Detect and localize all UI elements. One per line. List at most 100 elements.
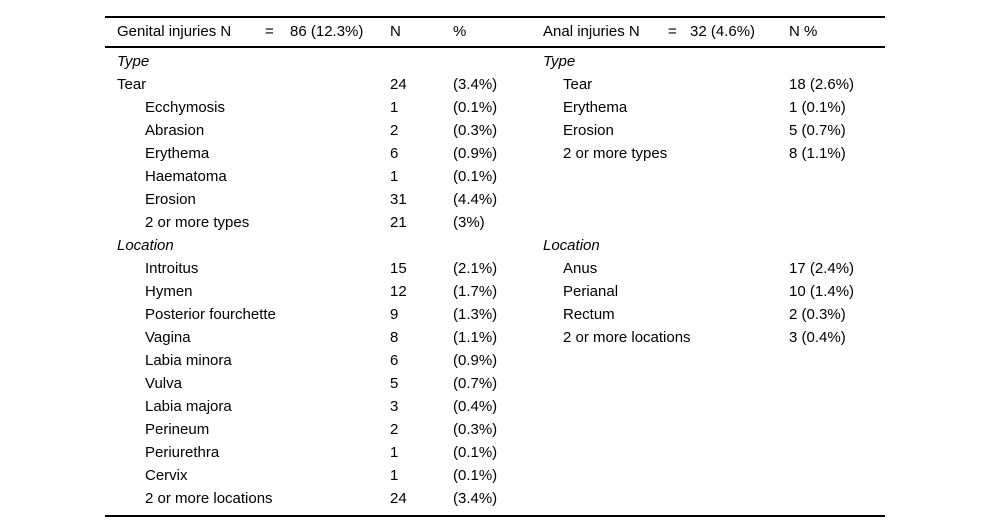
left-row-pct: (0.1%) [453,99,498,116]
left-row-pct [448,234,543,257]
right-header-cell: Anal injuries N = 32 (4.6%) [543,18,789,46]
left-row-n [388,50,448,73]
right-row-npct [789,50,885,73]
left-row-pct: (4.4%) [453,191,498,208]
left-row-pct: (2.1%) [453,260,498,277]
left-row-label: 2 or more locations [145,490,273,507]
left-row-n: 15 [390,260,407,277]
table-row: Cervix 1 (0.1%) [105,464,885,487]
left-row-n: 24 [390,490,407,507]
left-row-pct [448,50,543,73]
table-row: 2 or more types 21 (3%) [105,211,885,234]
table-row: Tear 24 (3.4%) Tear 18 (2.6%) [105,73,885,96]
left-row-label: Tear [117,76,147,93]
left-row-n: 1 [390,444,399,461]
right-row-npct [789,418,885,441]
right-row-label [543,464,789,487]
table-row: Abrasion 2 (0.3%) Erosion 5 (0.7%) [105,119,885,142]
left-row-label: Erosion [145,191,196,208]
left-row-n: 1 [390,168,399,185]
right-row-npct: 3 (0.4%) [789,329,846,346]
table-header-row: Genital injuries N = 86 (12.3%) N % Anal… [105,16,885,48]
right-row-label: Perianal [563,283,619,300]
left-row-label: Periurethra [145,444,220,461]
table-row: Hymen 12 (1.7%) Perianal 10 (1.4%) [105,280,885,303]
left-row-label: Ecchymosis [145,99,226,116]
table-row: Haematoma 1 (0.1%) [105,165,885,188]
right-row-label: Tear [563,76,593,93]
table-row: Vagina 8 (1.1%) 2 or more locations 3 (0.4%) [105,326,885,349]
right-row-npct: 10 (1.4%) [789,283,855,300]
right-row-npct: 5 (0.7%) [789,122,846,139]
right-row-npct: 18 (2.6%) [789,76,855,93]
right-row-label: 2 or more locations [563,329,691,346]
left-row-pct: (0.3%) [453,122,498,139]
right-row-npct [789,395,885,418]
injuries-table: Genital injuries N = 86 (12.3%) N % Anal… [105,16,885,517]
left-row-n: 31 [390,191,407,208]
table-row: Labia minora 6 (0.9%) [105,349,885,372]
table-row: Erythema 6 (0.9%) 2 or more types 8 (1.1%) [105,142,885,165]
right-row-label [543,165,789,188]
left-row-label: Introitus [145,260,199,277]
left-row-label: Abrasion [145,122,205,139]
table-row: Labia majora 3 (0.4%) [105,395,885,418]
left-row-pct: (1.7%) [453,283,498,300]
right-row-npct [789,441,885,464]
left-header-cell: Genital injuries N = 86 (12.3%) [105,18,388,46]
right-row-label: Anus [563,260,598,277]
right-row-label: Rectum [563,306,615,323]
left-row-label: Hymen [145,283,193,300]
right-row-label: Erosion [563,122,614,139]
left-row-n: 5 [390,375,399,392]
left-row-label: Vulva [145,375,182,392]
left-row-label: Labia majora [145,398,232,415]
left-row-n: 1 [390,467,399,484]
table-row: Posterior fourchette 9 (1.3%) Rectum 2 (0.3%… [105,303,885,326]
left-row-label: Location [117,237,174,254]
table-row: Vulva 5 (0.7%) [105,372,885,395]
right-row-npct [789,349,885,372]
left-row-label: Posterior fourchette [145,306,276,323]
table-row: Introitus 15 (2.1%) Anus 17 (2.4%) [105,257,885,280]
right-row-label [543,418,789,441]
right-row-npct: 17 (2.4%) [789,260,855,277]
left-row-pct: (0.9%) [453,352,498,369]
left-row-label: Labia minora [145,352,232,369]
right-row-label: Type [543,53,576,70]
right-row-npct [789,234,885,257]
right-row-label [543,441,789,464]
left-row-pct: (0.3%) [453,421,498,438]
left-row-pct: (0.9%) [453,145,498,162]
left-row-pct: (3%) [453,214,485,231]
right-row-label [543,487,789,510]
table-row: 2 or more locations 24 (3.4%) [105,487,885,510]
left-row-pct: (0.4%) [453,398,498,415]
left-row-n: 2 [390,421,399,438]
left-row-pct: (3.4%) [453,76,498,93]
right-row-label [543,349,789,372]
right-row-npct: 8 (1.1%) [789,145,846,162]
col-header-pct: % [453,23,467,40]
left-row-n: 1 [390,99,399,116]
left-row-n: 6 [390,145,399,162]
right-row-label [543,188,789,211]
table-row: Perineum 2 (0.3%) [105,418,885,441]
left-row-n: 6 [390,352,399,369]
left-row-pct: (0.1%) [453,444,498,461]
left-row-label: Erythema [145,145,210,162]
left-row-label: Perineum [145,421,210,438]
left-row-n [388,234,448,257]
table-row: Ecchymosis 1 (0.1%) Erythema 1 (0.1%) [105,96,885,119]
right-row-npct [789,372,885,395]
right-row-label [543,372,789,395]
left-row-pct: (1.3%) [453,306,498,323]
right-row-npct: 2 (0.3%) [789,306,846,323]
right-row-label: Location [543,237,600,254]
right-row-npct [789,165,885,188]
right-row-npct [789,211,885,234]
left-row-pct: (1.1%) [453,329,498,346]
left-row-pct: (3.4%) [453,490,498,507]
left-row-n: 12 [390,283,407,300]
